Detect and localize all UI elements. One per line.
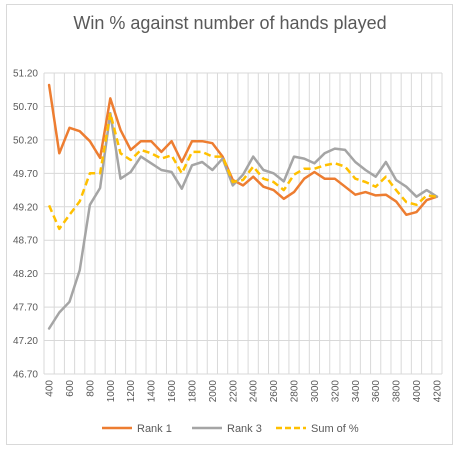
x-tick-label: 3000 — [310, 380, 321, 403]
legend-label-1: Rank 1 — [137, 423, 172, 435]
x-axis-tick-labels: 400 600 800 1000 1200 1400 1600 1800 2000 2200 240… — [45, 380, 444, 403]
x-tick-label: 3800 — [392, 380, 403, 403]
y-tick-label: 50.20 — [13, 135, 38, 146]
x-tick-label: 2200 — [228, 380, 239, 403]
chart-area — [6, 4, 453, 445]
x-tick-label: 600 — [65, 380, 76, 397]
y-tick-label: 49.20 — [13, 202, 38, 213]
x-tick-label: 3400 — [351, 380, 362, 403]
legend-label-2: Rank 3 — [227, 423, 262, 435]
y-tick-label: 50.70 — [13, 102, 38, 113]
legend-label-3: Sum of % — [311, 423, 359, 435]
y-tick-label: 46.70 — [13, 370, 38, 381]
x-tick-label: 800 — [85, 380, 96, 397]
series-line-3 — [47, 111, 438, 231]
x-tick-label: 400 — [45, 380, 56, 397]
series-line-1 — [47, 83, 439, 217]
x-tick-label: 2000 — [208, 380, 219, 403]
gridlines — [43, 72, 443, 375]
y-axis-tick-labels: 46.70 47.20 47.70 48.20 48.70 49.20 49.70 50.20… — [13, 69, 38, 381]
legend: Rank 1 Rank 3 Sum of % — [102, 423, 359, 435]
x-tick-label: 4200 — [432, 380, 443, 403]
y-tick-label: 48.70 — [13, 236, 38, 247]
x-tick-label: 3600 — [371, 380, 382, 403]
y-tick-label: 51.20 — [13, 69, 38, 80]
x-tick-label: 1200 — [126, 380, 137, 403]
x-tick-label: 1600 — [167, 380, 178, 403]
x-tick-label: 1400 — [147, 380, 158, 403]
x-tick-label: 1000 — [106, 380, 117, 403]
x-tick-label: 4000 — [412, 380, 423, 403]
x-tick-label: 2400 — [249, 380, 260, 403]
y-tick-label: 47.20 — [13, 336, 38, 347]
series-line-2 — [47, 111, 439, 330]
chart-title: Win % against number of hands played — [73, 13, 386, 33]
x-tick-label: 2600 — [269, 380, 280, 403]
x-tick-label: 2800 — [290, 380, 301, 403]
series-lines — [47, 83, 439, 330]
x-tick-label: 1800 — [187, 380, 198, 403]
y-tick-label: 47.70 — [13, 303, 38, 314]
x-tick-label: 3200 — [330, 380, 341, 403]
y-tick-label: 48.20 — [13, 269, 38, 280]
y-tick-label: 49.70 — [13, 169, 38, 180]
